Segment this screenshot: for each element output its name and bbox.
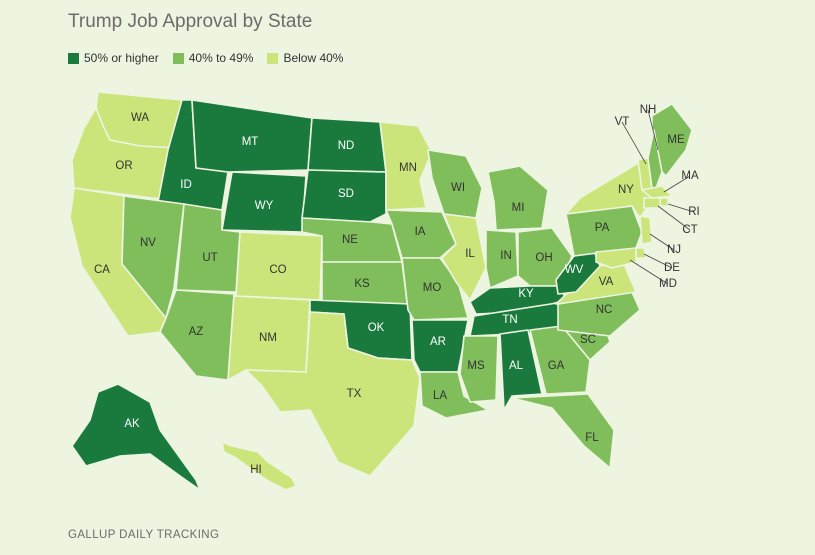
state-label-nm: NM: [259, 332, 277, 344]
state-label-nc: NC: [596, 304, 613, 316]
legend-item-low: Below 40%: [267, 51, 343, 65]
state-la: [419, 371, 489, 419]
map-title: Trump Job Approval by State: [68, 11, 313, 32]
state-nh: [647, 129, 663, 189]
state-label-id: ID: [180, 179, 192, 191]
state-label-va: VA: [599, 276, 614, 288]
state-md: [595, 247, 637, 269]
state-label-ga: GA: [548, 360, 565, 372]
state-label-ct: CT: [682, 224, 697, 236]
state-de: [635, 247, 647, 259]
state-ct: [643, 197, 661, 209]
state-label-de: DE: [664, 262, 680, 274]
state-label-ms: MS: [467, 360, 485, 372]
state-label-ks: KS: [354, 278, 370, 290]
state-label-ky: KY: [518, 288, 534, 300]
state-nj: [639, 215, 653, 245]
state-label-oh: OH: [535, 252, 552, 264]
state-label-ny: NY: [618, 184, 634, 196]
state-label-nj: NJ: [667, 244, 681, 256]
state-label-sd: SD: [338, 188, 354, 200]
state-label-wi: WI: [451, 182, 465, 194]
state-az: [159, 289, 235, 381]
state-label-sc: SC: [580, 334, 596, 346]
legend-swatch-mid: [172, 52, 184, 64]
legend-swatch-high: [68, 52, 79, 64]
state-label-ar: AR: [430, 336, 446, 348]
state-ma: [641, 185, 673, 199]
state-sd: [301, 169, 387, 223]
state-label-co: CO: [269, 264, 286, 276]
state-label-nv: NV: [140, 237, 156, 249]
state-label-ok: OK: [368, 322, 385, 334]
legend-item-mid: 40% to 49%: [172, 51, 254, 65]
state-label-nd: ND: [338, 140, 355, 152]
state-mt: [191, 99, 313, 173]
state-label-nh: NH: [640, 104, 657, 116]
state-label-mt: MT: [242, 136, 259, 148]
state-mi: [487, 165, 549, 231]
state-label-ak: AK: [124, 418, 140, 430]
state-label-or: OR: [115, 160, 132, 172]
legend-item-high: 50% or higher: [68, 51, 159, 65]
state-label-me: ME: [667, 134, 685, 146]
state-hi: [221, 441, 297, 491]
state-tx: [245, 311, 421, 477]
state-label-mo: MO: [423, 282, 442, 294]
state-label-ut: UT: [202, 252, 217, 264]
state-label-pa: PA: [595, 222, 610, 234]
state-label-il: IL: [465, 248, 475, 260]
state-label-fl: FL: [585, 432, 599, 444]
legend-swatch-low: [267, 52, 279, 64]
state-label-hi: HI: [250, 464, 262, 476]
state-label-wy: WY: [255, 200, 274, 212]
state-fl: [511, 393, 615, 469]
leader-line-ct: [657, 205, 691, 231]
state-label-ca: CA: [94, 264, 110, 276]
state-label-in: IN: [500, 250, 512, 262]
leader-line-nh: [647, 109, 659, 151]
state-label-tx: TX: [347, 388, 362, 400]
state-label-ma: MA: [681, 170, 699, 182]
legend-label-low: Below 40%: [283, 51, 344, 65]
state-in: [485, 229, 519, 289]
state-label-ne: NE: [342, 234, 358, 246]
state-label-tn: TN: [502, 314, 517, 326]
state-label-az: AZ: [189, 326, 204, 338]
leader-line-ri: [667, 203, 695, 213]
state-label-mi: MI: [512, 202, 525, 214]
state-ny: [565, 161, 653, 219]
legend-label-high: 50% or higher: [84, 51, 159, 65]
leader-line-md: [629, 259, 669, 285]
legend: 50% or higher 40% to 49% Below 40%: [68, 51, 343, 65]
state-label-vt: VT: [615, 116, 630, 128]
state-label-ri: RI: [688, 206, 700, 218]
state-label-wa: WA: [131, 112, 149, 124]
state-label-la: LA: [433, 390, 447, 402]
leader-line-vt: [621, 121, 647, 165]
state-label-md: MD: [659, 278, 677, 290]
state-label-mn: MN: [399, 162, 417, 174]
state-nv: [121, 195, 185, 319]
leader-line-nj: [649, 233, 675, 251]
state-label-al: AL: [509, 360, 524, 372]
state-ak: [71, 383, 201, 491]
leader-line-ma: [663, 175, 691, 193]
state-ri: [659, 197, 669, 207]
leader-line-de: [643, 253, 673, 269]
state-mn: [379, 121, 433, 211]
legend-label-mid: 40% to 49%: [188, 51, 254, 65]
state-label-wv: WV: [565, 264, 584, 276]
state-il: [441, 213, 487, 301]
state-label-ia: IA: [415, 226, 426, 238]
state-al: [499, 329, 543, 411]
state-ms: [459, 335, 499, 403]
source-note: GALLUP DAILY TRACKING: [68, 529, 220, 541]
